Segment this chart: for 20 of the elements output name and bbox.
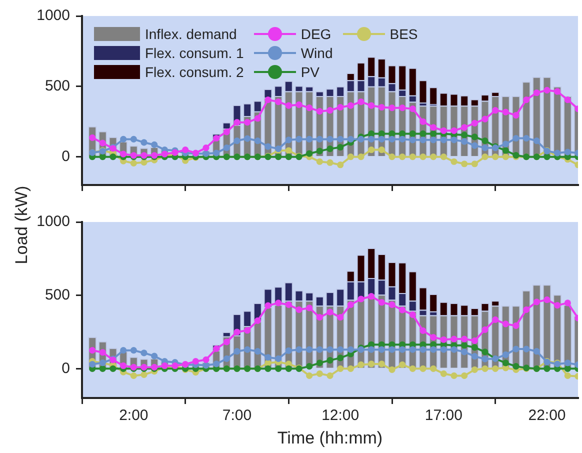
legend-label: Flex. consum. 1 <box>145 44 244 60</box>
legend-label: BES <box>390 26 418 42</box>
legend-label: PV <box>300 64 320 80</box>
y-tick-label: 1000 <box>36 213 70 230</box>
x-tick-label: 22:00 <box>528 407 566 424</box>
x-tick-label: 17:00 <box>424 407 462 424</box>
legend-label: DEG <box>300 26 332 42</box>
legend-label: Flex. consum. 2 <box>145 64 244 80</box>
x-tick-label: 12:00 <box>322 407 360 424</box>
y-tick-label: 500 <box>44 78 70 95</box>
legend-label: Wind <box>300 44 333 60</box>
legend-label: Inflex. demand <box>145 26 237 42</box>
y-tick-label: 0 <box>62 148 70 165</box>
y-tick-label: 500 <box>44 286 70 304</box>
y-tick-label: 0 <box>62 360 70 377</box>
x-tick-label: 2:00 <box>119 407 148 424</box>
x-tick-label: 7:00 <box>222 407 252 424</box>
y-tick-label: 1000 <box>36 7 70 24</box>
x-axis-title: Time (hh:mm) <box>277 428 383 448</box>
y-axis-title: Load (kW) <box>12 186 32 264</box>
